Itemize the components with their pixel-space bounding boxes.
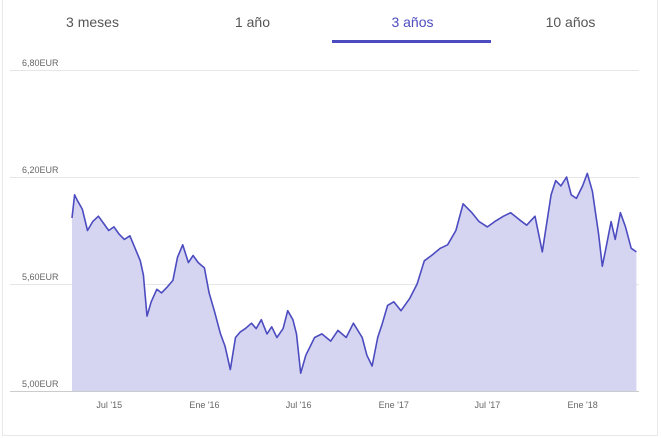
tab-1-ano[interactable]: 1 año	[234, 14, 271, 30]
x-tick-label: Jul '16	[286, 400, 312, 410]
tab-10-anos[interactable]: 10 años	[545, 14, 596, 30]
y-tick-label: 5,60EUR	[22, 272, 59, 282]
y-tick-label: 6,80EUR	[22, 58, 59, 68]
x-axis-tick-labels: Jul '15 Ene '16 Jul '16 Ene '17 Jul '17 Ene '…	[96, 400, 597, 410]
range-tabs: 3 meses 1 año 3 años 10 años	[0, 0, 661, 44]
y-tick-label: 6,20EUR	[22, 165, 59, 175]
active-tab-indicator	[332, 40, 491, 43]
price-line-series	[71, 172, 637, 374]
tab-3-anos[interactable]: 3 años	[391, 14, 434, 30]
y-tick-label: 5,00EUR	[22, 379, 59, 389]
y-axis-tick-labels: 6,80EUR 6,20EUR 5,60EUR 5,00EUR	[22, 58, 59, 389]
tab-3-meses[interactable]: 3 meses	[66, 14, 119, 30]
x-tick-label: Ene '16	[189, 400, 219, 410]
x-tick-label: Ene '18	[567, 400, 597, 410]
x-tick-label: Jul '15	[96, 400, 122, 410]
x-tick-label: Jul '17	[475, 400, 501, 410]
x-tick-label: Ene '17	[379, 400, 409, 410]
price-area-fill	[72, 173, 637, 391]
